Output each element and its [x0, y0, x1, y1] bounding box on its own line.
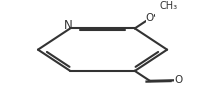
Text: O: O: [174, 75, 182, 85]
Text: CH₃: CH₃: [160, 1, 178, 11]
Text: N: N: [64, 19, 72, 32]
Text: O: O: [146, 13, 154, 23]
